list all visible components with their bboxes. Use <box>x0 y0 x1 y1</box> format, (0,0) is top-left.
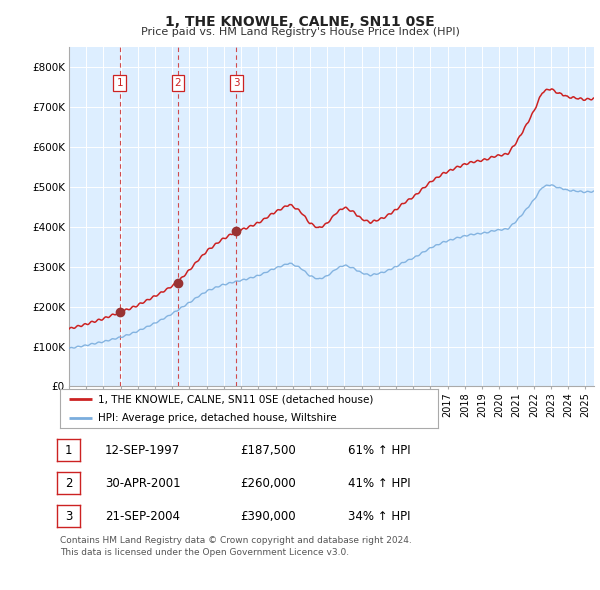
Text: 30-APR-2001: 30-APR-2001 <box>105 477 181 490</box>
Text: 12-SEP-1997: 12-SEP-1997 <box>105 444 180 457</box>
Text: HPI: Average price, detached house, Wiltshire: HPI: Average price, detached house, Wilt… <box>98 413 337 423</box>
Text: 3: 3 <box>65 510 72 523</box>
Text: 21-SEP-2004: 21-SEP-2004 <box>105 510 180 523</box>
Text: 1, THE KNOWLE, CALNE, SN11 0SE: 1, THE KNOWLE, CALNE, SN11 0SE <box>165 15 435 29</box>
Text: £187,500: £187,500 <box>240 444 296 457</box>
Text: 34% ↑ HPI: 34% ↑ HPI <box>348 510 410 523</box>
Text: 2: 2 <box>175 78 181 88</box>
Text: 1, THE KNOWLE, CALNE, SN11 0SE (detached house): 1, THE KNOWLE, CALNE, SN11 0SE (detached… <box>98 394 373 404</box>
Text: Contains HM Land Registry data © Crown copyright and database right 2024.
This d: Contains HM Land Registry data © Crown c… <box>60 536 412 557</box>
Text: 61% ↑ HPI: 61% ↑ HPI <box>348 444 410 457</box>
Text: 1: 1 <box>116 78 123 88</box>
Text: £260,000: £260,000 <box>240 477 296 490</box>
Text: 2: 2 <box>65 477 72 490</box>
Text: 41% ↑ HPI: 41% ↑ HPI <box>348 477 410 490</box>
Text: Price paid vs. HM Land Registry's House Price Index (HPI): Price paid vs. HM Land Registry's House … <box>140 27 460 37</box>
Text: 3: 3 <box>233 78 240 88</box>
Text: £390,000: £390,000 <box>240 510 296 523</box>
Text: 1: 1 <box>65 444 72 457</box>
